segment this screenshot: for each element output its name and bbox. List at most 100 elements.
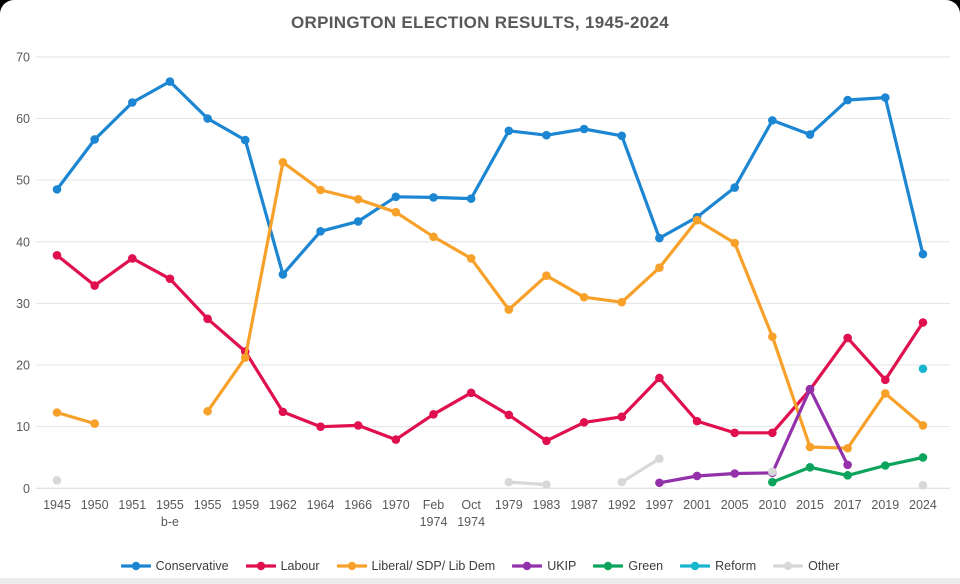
data-point (692, 471, 702, 481)
data-point (504, 477, 514, 487)
data-point (165, 77, 175, 86)
data-point (918, 249, 928, 259)
data-point (391, 435, 401, 444)
data-point (240, 135, 250, 145)
data-point (579, 418, 589, 427)
y-tick-label: 50 (16, 174, 30, 188)
data-point (542, 130, 551, 140)
legend-swatch-dot (690, 561, 700, 571)
y-tick-label: 60 (16, 112, 30, 126)
x-tick-label: 2017 (834, 498, 862, 512)
x-tick-line: 2015 (796, 498, 824, 512)
x-tick-line: 1987 (570, 498, 598, 512)
data-point (805, 384, 815, 394)
data-point (617, 131, 627, 141)
data-point (52, 408, 62, 417)
data-point (353, 421, 363, 430)
x-tick-label: 1979 (495, 498, 523, 512)
legend-label: Liberal/ SDP/ Lib Dem (371, 559, 496, 573)
data-point (617, 412, 627, 422)
x-tick-label: 1992 (608, 498, 636, 512)
data-point (805, 442, 815, 452)
legend-swatch-icon (336, 561, 367, 571)
legend-item-reform: Reform (680, 559, 756, 573)
data-point (316, 185, 325, 195)
x-tick-label: 1983 (533, 498, 561, 512)
data-point (768, 116, 777, 125)
legend-item-ukip: UKIP (512, 559, 576, 573)
data-point (278, 407, 288, 417)
legend-swatch-icon (245, 561, 276, 571)
data-point (542, 271, 551, 280)
data-point (316, 227, 325, 236)
data-point (128, 98, 137, 107)
x-tick-label: 1955 (194, 498, 222, 512)
x-tick-line: 1992 (608, 498, 636, 512)
x-tick-line: b-e (161, 515, 179, 529)
x-tick-line: 2001 (683, 498, 711, 512)
data-point (843, 460, 852, 470)
x-tick-line: 1950 (81, 498, 109, 512)
series-reform (918, 364, 928, 374)
x-tick-line: 2019 (871, 498, 899, 512)
data-point (768, 477, 777, 487)
data-point (203, 314, 212, 324)
data-point (768, 332, 777, 341)
legend-swatch-dot (604, 561, 613, 571)
y-tick-label: 40 (16, 235, 30, 249)
data-point (617, 477, 627, 487)
legend-item-liberal-sdp-lib-dem: Liberal/ SDP/ Lib Dem (336, 559, 496, 573)
legend-label: Other (808, 559, 840, 573)
x-tick-label: 1945 (43, 498, 71, 512)
x-tick-line: 1974 (420, 515, 448, 529)
series-line (55, 160, 925, 450)
legend-item-labour: Labour (245, 559, 320, 573)
x-tick-line: 1970 (382, 498, 410, 512)
data-point (918, 318, 928, 327)
x-tick-label: 1951 (118, 498, 146, 512)
data-point (542, 480, 551, 489)
data-point (692, 215, 702, 225)
legend-swatch-dot (131, 561, 140, 571)
x-tick-line: 1955 (194, 498, 222, 512)
series-conservative (52, 77, 928, 279)
legend: Conservative Labour Liberal/ SDP/ Lib Dem U… (0, 559, 960, 573)
data-point (918, 480, 928, 490)
x-tick-label: 2005 (721, 498, 749, 512)
data-point (316, 422, 325, 431)
x-tick-label: 1970 (382, 498, 410, 512)
y-tick-label: 70 (16, 50, 30, 64)
series-ukip (655, 384, 852, 488)
series-other (52, 454, 928, 490)
data-point (768, 467, 777, 476)
series-liberal-sdp-lib-dem (52, 157, 928, 453)
x-tick-label: 1966 (344, 498, 372, 512)
data-point (655, 478, 664, 488)
series-line (55, 253, 925, 443)
data-point (843, 443, 852, 453)
legend-swatch-dot (522, 561, 532, 571)
data-point (843, 471, 852, 480)
x-tick-label: 2024 (909, 498, 937, 512)
data-point (655, 454, 664, 464)
data-point (429, 193, 438, 202)
data-point (504, 305, 514, 314)
data-point (579, 124, 589, 134)
data-point (617, 297, 627, 307)
x-tick-label: Feb 1974 (420, 498, 448, 529)
data-point (90, 281, 99, 290)
legend-swatch-icon (680, 561, 711, 571)
x-tick-label: 1962 (269, 498, 297, 512)
data-point (353, 194, 363, 204)
data-point (918, 453, 928, 462)
data-point (90, 135, 99, 144)
x-tick-line: 1997 (645, 498, 673, 512)
y-tick-label: 20 (16, 359, 30, 373)
x-tick-line: 1955 (156, 498, 184, 512)
data-point (542, 436, 551, 446)
data-point (466, 388, 476, 398)
data-point (579, 292, 589, 302)
data-point (843, 95, 852, 105)
data-point (240, 353, 250, 362)
